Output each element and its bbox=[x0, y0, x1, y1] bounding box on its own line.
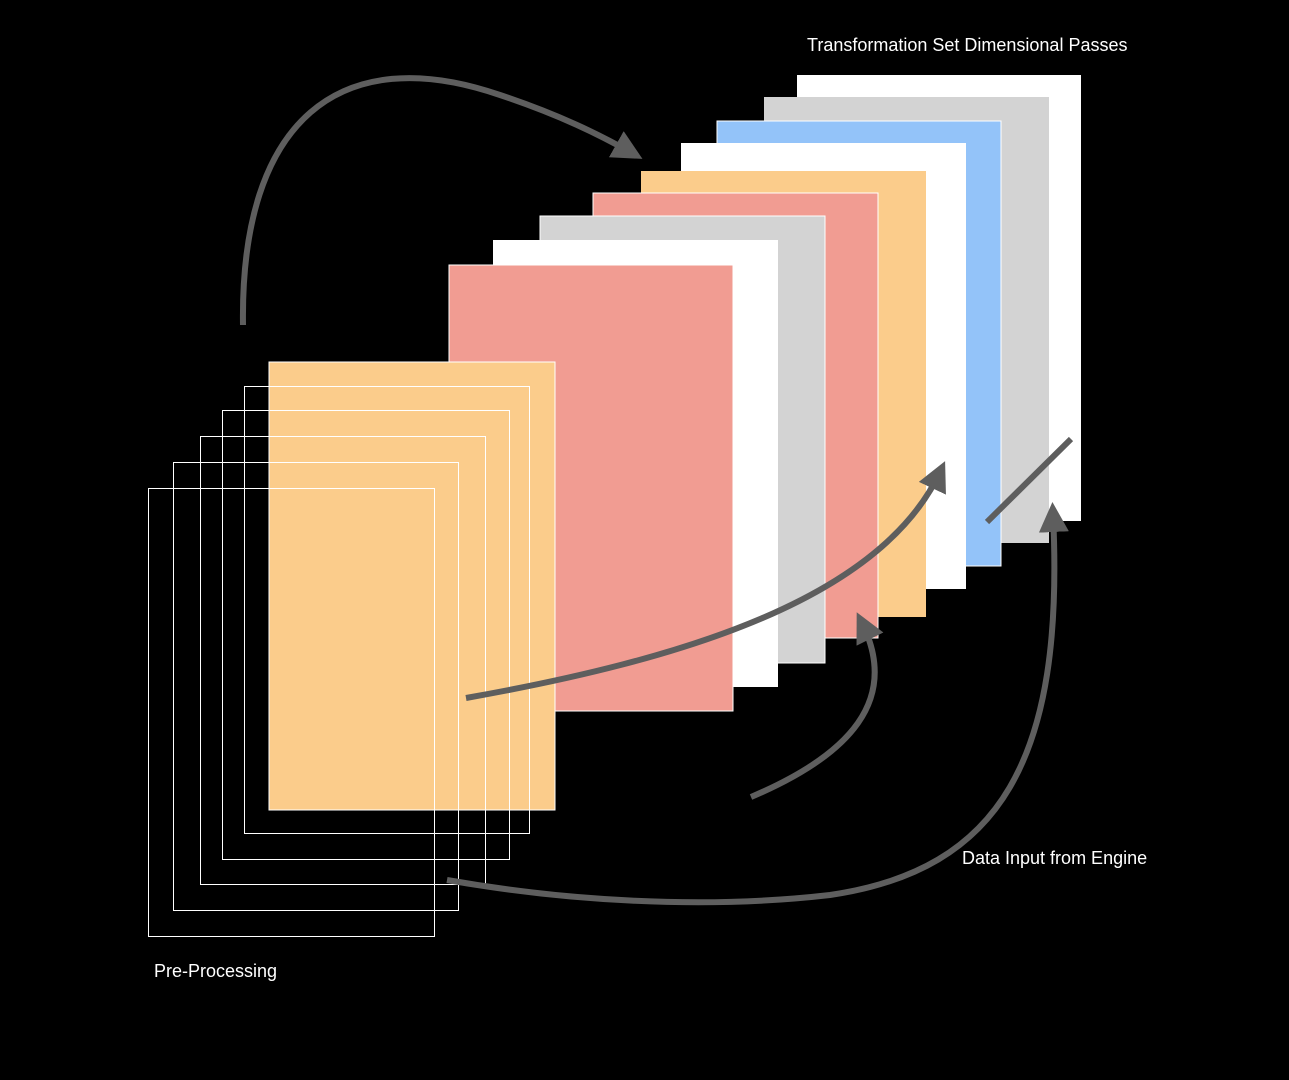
flow-arrows bbox=[239, 75, 1074, 906]
data-input-label: Data Input from Engine bbox=[962, 848, 1148, 868]
outline-frame-3 bbox=[200, 436, 486, 885]
pre-processing-front-panel bbox=[268, 361, 556, 811]
outline-frame-4 bbox=[173, 462, 459, 911]
diagonal-slash-line bbox=[984, 436, 1074, 525]
pre-processing-stack bbox=[148, 361, 556, 937]
transformation-set-label: Transformation Set Dimensional Passes bbox=[807, 35, 1128, 55]
arrow-input-to-salmon bbox=[749, 612, 884, 800]
arrow-preprocessing-to-passes bbox=[239, 75, 643, 326]
outline-frame-5 bbox=[148, 488, 435, 937]
outline-frame-1 bbox=[244, 386, 530, 834]
arrow-preprocessing-to-blue bbox=[465, 461, 946, 701]
pre-processing-label: Pre-Processing bbox=[154, 961, 278, 981]
arrow-input-to-gray bbox=[446, 502, 1069, 906]
pre-processing-outlines bbox=[148, 386, 530, 937]
outline-frame-2 bbox=[222, 410, 510, 860]
